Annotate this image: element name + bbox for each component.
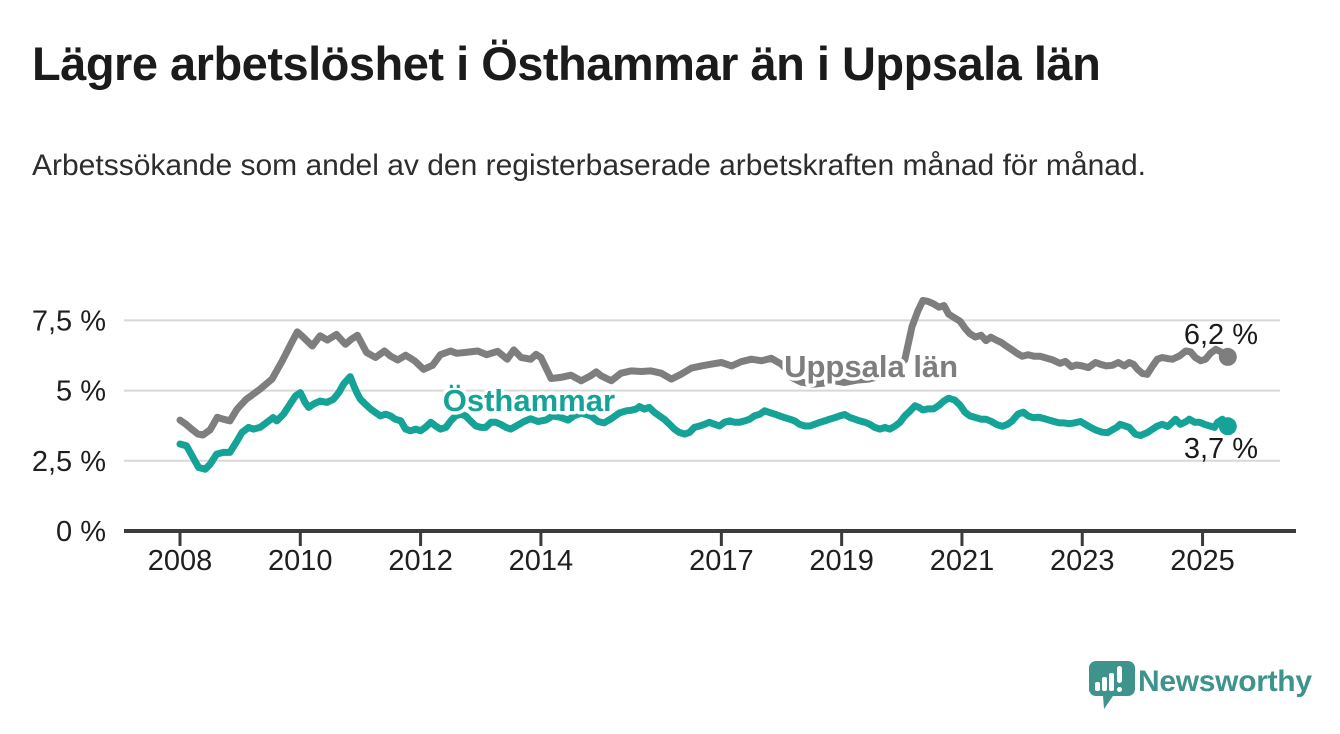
y-tick-label: 2,5 %: [32, 446, 106, 478]
x-tick-label: 2019: [809, 545, 874, 577]
series-label-osthammar: Östhammar: [443, 383, 615, 418]
x-tick-label: 2025: [1170, 545, 1235, 577]
x-tick-label: 2023: [1050, 545, 1115, 577]
x-tick-label: 2017: [689, 545, 754, 577]
x-tick-label: 2008: [148, 545, 213, 577]
series-end-dot: [1218, 347, 1237, 366]
series-end-dot: [1218, 417, 1237, 436]
chart-subtitle: Arbetssökande som andel av den registerb…: [32, 149, 1146, 182]
x-tick-label: 2012: [388, 545, 453, 577]
newsworthy-logo: Newsworthy: [1088, 659, 1312, 711]
y-tick-label: 0 %: [56, 516, 106, 548]
x-tick-label: 2014: [509, 545, 574, 577]
series-label-uppsala: Uppsala län: [784, 349, 958, 384]
end-value-label: 3,7 %: [1184, 433, 1258, 465]
y-tick-label: 5 %: [56, 376, 106, 408]
uppsala-line-series: [176, 297, 1232, 439]
speech-bubble-bar-chart-icon: [1089, 661, 1135, 709]
end-value-label: 6,2 %: [1184, 319, 1258, 351]
y-tick-label: 7,5 %: [32, 305, 106, 337]
page-title: Lägre arbetslöshet i Östhammar än i Upps…: [32, 37, 1101, 90]
osthammar-line-series: [176, 373, 1232, 473]
newsworthy-logo-text: Newsworthy: [1138, 665, 1312, 698]
x-tick-label: 2010: [268, 545, 333, 577]
x-tick-label: 2021: [930, 545, 995, 577]
